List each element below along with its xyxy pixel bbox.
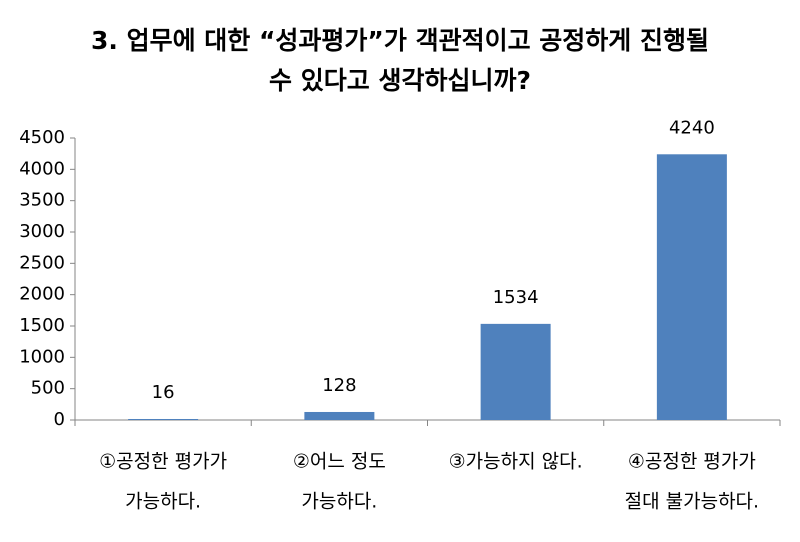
y-tick-label: 3000 bbox=[19, 221, 65, 242]
bar bbox=[480, 323, 551, 420]
chart-title: 수 있다고 생각하십니까? bbox=[269, 66, 531, 95]
x-tick-label: 절대 불가능하다. bbox=[625, 491, 759, 513]
y-tick-label: 4000 bbox=[19, 158, 65, 179]
bar bbox=[304, 411, 375, 420]
y-tick-label: 1000 bbox=[19, 346, 65, 367]
data-label: 16 bbox=[152, 382, 175, 403]
y-tick-label: 500 bbox=[31, 378, 65, 399]
y-tick-label: 0 bbox=[54, 409, 65, 430]
x-tick-label: ②어느 정도 bbox=[293, 451, 386, 473]
chart-title: 3. 업무에 대한 “성과평가”가 객관적이고 공정하게 진행될 bbox=[91, 26, 709, 55]
data-label: 4240 bbox=[669, 117, 715, 138]
y-tick-label: 3500 bbox=[19, 190, 65, 211]
data-label: 128 bbox=[322, 375, 356, 396]
x-tick-label: ④공정한 평가가 bbox=[628, 451, 756, 473]
data-label: 1534 bbox=[493, 287, 539, 308]
bar bbox=[656, 154, 727, 420]
x-tick-label: 가능하다. bbox=[301, 491, 377, 513]
y-tick-label: 4500 bbox=[19, 127, 65, 148]
y-tick-label: 1500 bbox=[19, 315, 65, 336]
y-tick-label: 2000 bbox=[19, 284, 65, 305]
y-tick-label: 2500 bbox=[19, 252, 65, 273]
bar bbox=[128, 418, 199, 420]
x-tick-label: 가능하다. bbox=[125, 491, 201, 513]
x-tick-label: ③가능하지 않다. bbox=[449, 451, 583, 473]
x-tick-label: ①공정한 평가가 bbox=[99, 451, 227, 473]
